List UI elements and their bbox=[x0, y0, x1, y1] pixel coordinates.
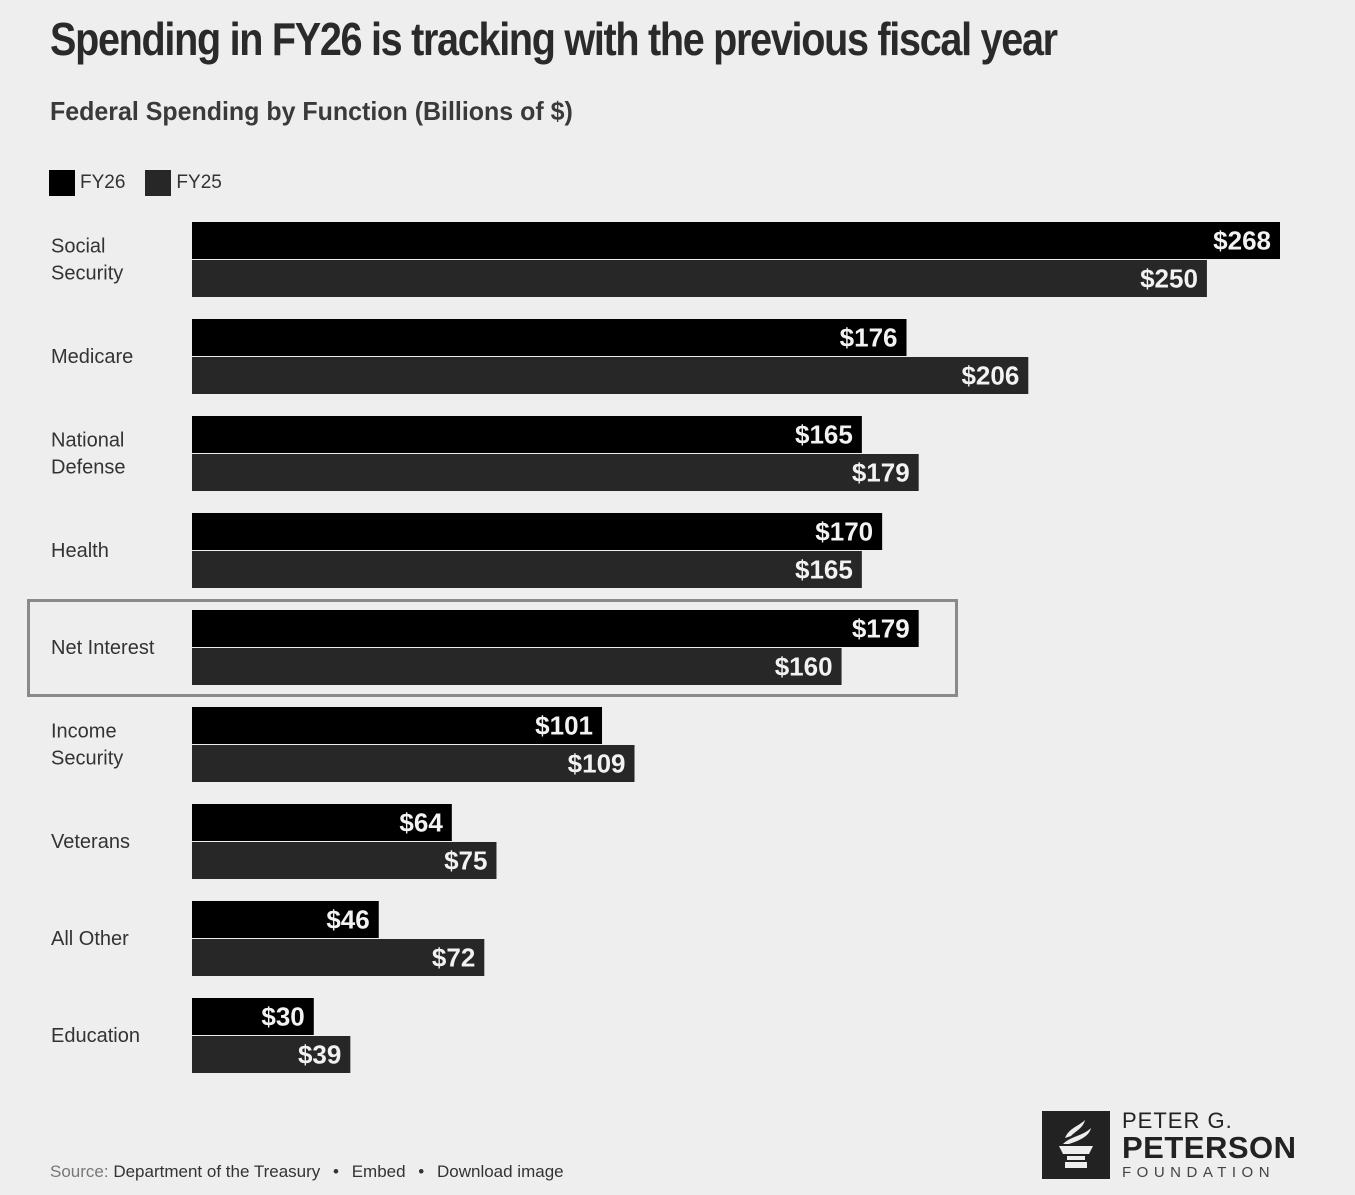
category-label-national-defense: National Defense bbox=[51, 430, 126, 479]
value-label-fy26-income-security: $101 bbox=[535, 711, 593, 741]
bar-fy25-medicare bbox=[192, 357, 1029, 394]
legend: FY26 FY25 bbox=[49, 170, 242, 196]
bar-fy25-health bbox=[192, 551, 862, 588]
bar-fy26-all-other bbox=[192, 901, 379, 938]
peterson-foundation-logo[interactable]: PETER G. PETERSON FOUNDATION bbox=[1042, 1110, 1297, 1180]
bar-fy25-all-other bbox=[192, 939, 485, 976]
value-label-fy25-health: $165 bbox=[795, 555, 853, 585]
value-label-fy25-education: $39 bbox=[298, 1040, 341, 1070]
bar-fy25-income-security bbox=[192, 745, 635, 782]
source-label: Source: bbox=[50, 1162, 109, 1181]
value-label-fy25-veterans: $75 bbox=[444, 846, 487, 876]
legend-item-fy26: FY26 bbox=[49, 170, 125, 196]
chart-subtitle: Federal Spending by Function (Billions o… bbox=[50, 96, 573, 126]
value-label-fy26-veterans: $64 bbox=[399, 808, 443, 838]
value-label-fy26-all-other: $46 bbox=[326, 905, 369, 935]
category-label-income-security: Income Security bbox=[51, 721, 123, 770]
category-label-net-interest: Net Interest bbox=[51, 637, 155, 659]
bar-fy26-education bbox=[192, 998, 314, 1035]
separator-dot: • bbox=[333, 1162, 339, 1181]
category-label-medicare: Medicare bbox=[51, 346, 133, 368]
logo-line3: FOUNDATION bbox=[1122, 1164, 1276, 1181]
value-label-fy25-social-security: $250 bbox=[1140, 264, 1198, 294]
bar-fy26-health bbox=[192, 513, 883, 550]
download-image-link[interactable]: Download image bbox=[436, 1162, 564, 1181]
bar-fy25-education bbox=[192, 1036, 351, 1073]
value-label-fy26-medicare: $176 bbox=[840, 323, 898, 353]
torch-icon bbox=[1042, 1111, 1110, 1179]
legend-swatch-fy25 bbox=[145, 170, 172, 196]
value-label-fy25-net-interest: $160 bbox=[775, 652, 833, 682]
bar-fy26-social-security bbox=[192, 222, 1280, 259]
category-label-social-security: Social Security bbox=[51, 236, 123, 285]
value-label-fy25-income-security: $109 bbox=[568, 749, 626, 779]
legend-swatch-fy26 bbox=[49, 170, 75, 196]
source-value: Department of the Treasury bbox=[113, 1162, 321, 1181]
value-label-fy26-national-defense: $165 bbox=[795, 420, 853, 450]
bar-fy25-social-security bbox=[192, 260, 1207, 297]
category-label-veterans: Veterans bbox=[51, 831, 130, 853]
bar-fy26-national-defense bbox=[192, 416, 862, 453]
separator-dot: • bbox=[418, 1162, 425, 1181]
bar-fy25-national-defense bbox=[192, 454, 919, 491]
footer: Source: Department of the Treasury • Emb… bbox=[50, 1162, 564, 1182]
category-label-health: Health bbox=[51, 540, 109, 562]
bar-fy25-net-interest bbox=[192, 648, 842, 685]
chart-title: Spending in FY26 is tracking with the pr… bbox=[50, 13, 1058, 65]
embed-link[interactable]: Embed bbox=[351, 1162, 406, 1181]
value-label-fy26-education: $30 bbox=[261, 1002, 304, 1032]
value-label-fy25-national-defense: $179 bbox=[852, 458, 910, 488]
category-label-education: Education bbox=[51, 1025, 140, 1047]
bar-fy26-net-interest bbox=[192, 610, 919, 647]
logo-line2: PETERSON bbox=[1122, 1130, 1297, 1165]
bar-fy26-medicare bbox=[192, 319, 907, 356]
bar-fy26-veterans bbox=[192, 804, 452, 841]
logo-line1: PETER G. bbox=[1122, 1108, 1233, 1133]
legend-label-fy26: FY26 bbox=[80, 172, 126, 193]
value-label-fy26-social-security: $268 bbox=[1213, 226, 1271, 256]
legend-item-fy25: FY25 bbox=[145, 170, 222, 196]
value-label-fy25-medicare: $206 bbox=[961, 361, 1019, 391]
bar-fy26-income-security bbox=[192, 707, 603, 744]
value-label-fy26-net-interest: $179 bbox=[852, 614, 910, 644]
bar-fy25-veterans bbox=[192, 842, 497, 879]
value-label-fy26-health: $170 bbox=[815, 517, 873, 547]
category-label-all-other: All Other bbox=[51, 928, 129, 950]
value-label-fy25-all-other: $72 bbox=[432, 943, 475, 973]
legend-label-fy25: FY25 bbox=[176, 172, 222, 193]
